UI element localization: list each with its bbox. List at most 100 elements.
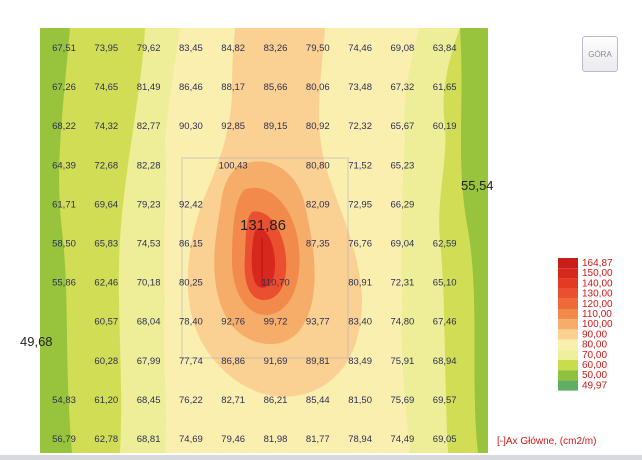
grid-value: 92,85 bbox=[221, 121, 245, 132]
grid-value: 68,81 bbox=[137, 434, 161, 445]
legend-swatch bbox=[558, 380, 578, 391]
grid-value: 90,30 bbox=[179, 121, 203, 132]
grid-value: 85,66 bbox=[264, 82, 288, 93]
grid-value: 54,83 bbox=[52, 395, 76, 406]
legend-swatch bbox=[558, 288, 578, 299]
grid-value: 75,91 bbox=[391, 356, 415, 367]
grid-value: 89,15 bbox=[264, 121, 288, 132]
grid-value: 86,21 bbox=[264, 395, 288, 406]
grid-value: 60,19 bbox=[433, 121, 457, 132]
legend-swatch bbox=[558, 298, 578, 309]
legend-swatch bbox=[558, 319, 578, 330]
grid-value: 70,18 bbox=[137, 278, 161, 289]
grid-value: 69,57 bbox=[433, 395, 457, 406]
grid-value: 91,69 bbox=[264, 356, 288, 367]
grid-value: 83,26 bbox=[264, 43, 288, 54]
grid-value: 80,06 bbox=[306, 82, 330, 93]
legend-swatch bbox=[558, 360, 578, 371]
legend-label: 150,00 bbox=[582, 268, 613, 279]
grid-value: 83,40 bbox=[348, 317, 372, 328]
grid-value: 67,51 bbox=[52, 43, 76, 54]
legend-label: 60,00 bbox=[582, 360, 607, 371]
grid-value: 68,45 bbox=[137, 395, 161, 406]
grid-value: 81,50 bbox=[348, 395, 372, 406]
peak-value-label: 131,86 bbox=[240, 217, 286, 234]
grid-value: 64,39 bbox=[52, 160, 76, 171]
grid-value: 68,94 bbox=[433, 356, 457, 367]
legend-label: 110,00 bbox=[582, 309, 612, 320]
grid-value: 89,81 bbox=[306, 356, 330, 367]
bottom-scrollbar[interactable] bbox=[0, 455, 642, 460]
grid-value: 63,84 bbox=[433, 43, 457, 54]
grid-value: 67,26 bbox=[52, 82, 76, 93]
contour-map bbox=[40, 28, 488, 453]
grid-value: 74,46 bbox=[348, 43, 372, 54]
grid-value: 88,17 bbox=[221, 82, 245, 93]
grid-value: 62,59 bbox=[433, 239, 457, 250]
grid-value: 93,77 bbox=[306, 317, 330, 328]
grid-value: 99,72 bbox=[264, 317, 288, 328]
grid-value: 80,25 bbox=[179, 278, 203, 289]
top-view-button[interactable]: GÓRA bbox=[582, 36, 618, 72]
grid-value: 62,46 bbox=[94, 278, 118, 289]
grid-value: 65,23 bbox=[391, 160, 415, 171]
grid-value: 79,62 bbox=[137, 43, 161, 54]
grid-value: 66,29 bbox=[391, 199, 415, 210]
grid-value: 80,80 bbox=[306, 160, 330, 171]
grid-value: 77,74 bbox=[179, 356, 203, 367]
grid-value: 73,48 bbox=[348, 82, 372, 93]
legend-label: 164,87 bbox=[582, 258, 613, 269]
grid-value: 56,79 bbox=[52, 434, 76, 445]
grid-value: 84,82 bbox=[221, 43, 245, 54]
grid-value: 72,68 bbox=[94, 160, 118, 171]
grid-value: 62,78 bbox=[94, 434, 118, 445]
grid-value: 81,49 bbox=[137, 82, 161, 93]
legend-label: 100,00 bbox=[582, 319, 613, 330]
grid-value: 68,04 bbox=[137, 317, 161, 328]
grid-value: 86,15 bbox=[179, 239, 203, 250]
grid-value: 72,95 bbox=[348, 199, 372, 210]
grid-value: 82,28 bbox=[137, 160, 161, 171]
grid-value: 65,67 bbox=[391, 121, 415, 132]
grid-value: 69,05 bbox=[433, 434, 457, 445]
grid-value: 67,99 bbox=[137, 356, 161, 367]
legend-swatch bbox=[558, 370, 578, 381]
grid-value: 85,44 bbox=[306, 395, 330, 406]
grid-value: 86,86 bbox=[221, 356, 245, 367]
grid-value: 55,86 bbox=[52, 278, 76, 289]
legend-caption: [-]Ax Główne, (cm2/m) bbox=[497, 436, 596, 447]
legend-swatch bbox=[558, 258, 578, 269]
grid-value: 71,52 bbox=[348, 160, 372, 171]
grid-value: 79,50 bbox=[306, 43, 330, 54]
grid-value: 74,53 bbox=[137, 239, 161, 250]
legend-label: 140,00 bbox=[582, 278, 613, 289]
grid-value: 76,76 bbox=[348, 239, 372, 250]
value-grid: 67,51 73,95 79,62 83,45 84,82 83,26 79,50 74,46… bbox=[52, 43, 456, 445]
grid-value: 81,77 bbox=[306, 434, 330, 445]
grid-value: 72,31 bbox=[391, 278, 415, 289]
grid-value: 73,95 bbox=[94, 43, 118, 54]
grid-value: 65,10 bbox=[433, 278, 457, 289]
legend-swatch bbox=[558, 309, 578, 320]
legend-label: 120,00 bbox=[582, 299, 613, 310]
grid-value: 100,43 bbox=[219, 160, 248, 171]
grid-value: 82,77 bbox=[137, 121, 161, 132]
grid-value: 74,65 bbox=[94, 82, 118, 93]
legend-swatch bbox=[558, 268, 578, 279]
grid-value: 74,49 bbox=[391, 434, 415, 445]
legend-label: 70,00 bbox=[582, 350, 607, 361]
grid-value: 68,22 bbox=[52, 121, 76, 132]
grid-value: 61,71 bbox=[52, 199, 76, 210]
grid-value: 67,46 bbox=[433, 317, 457, 328]
grid-value: 92,42 bbox=[179, 199, 203, 210]
grid-value: 74,80 bbox=[391, 317, 415, 328]
grid-value: 81,98 bbox=[264, 434, 288, 445]
grid-value: 69,08 bbox=[391, 43, 415, 54]
legend-label: 50,00 bbox=[582, 370, 607, 381]
grid-value: 78,40 bbox=[179, 317, 203, 328]
edge-value-right: 55,54 bbox=[461, 178, 494, 193]
legend-label: 130,00 bbox=[582, 289, 613, 300]
grid-value: 58,50 bbox=[52, 239, 76, 250]
grid-value: 67,32 bbox=[391, 82, 415, 93]
